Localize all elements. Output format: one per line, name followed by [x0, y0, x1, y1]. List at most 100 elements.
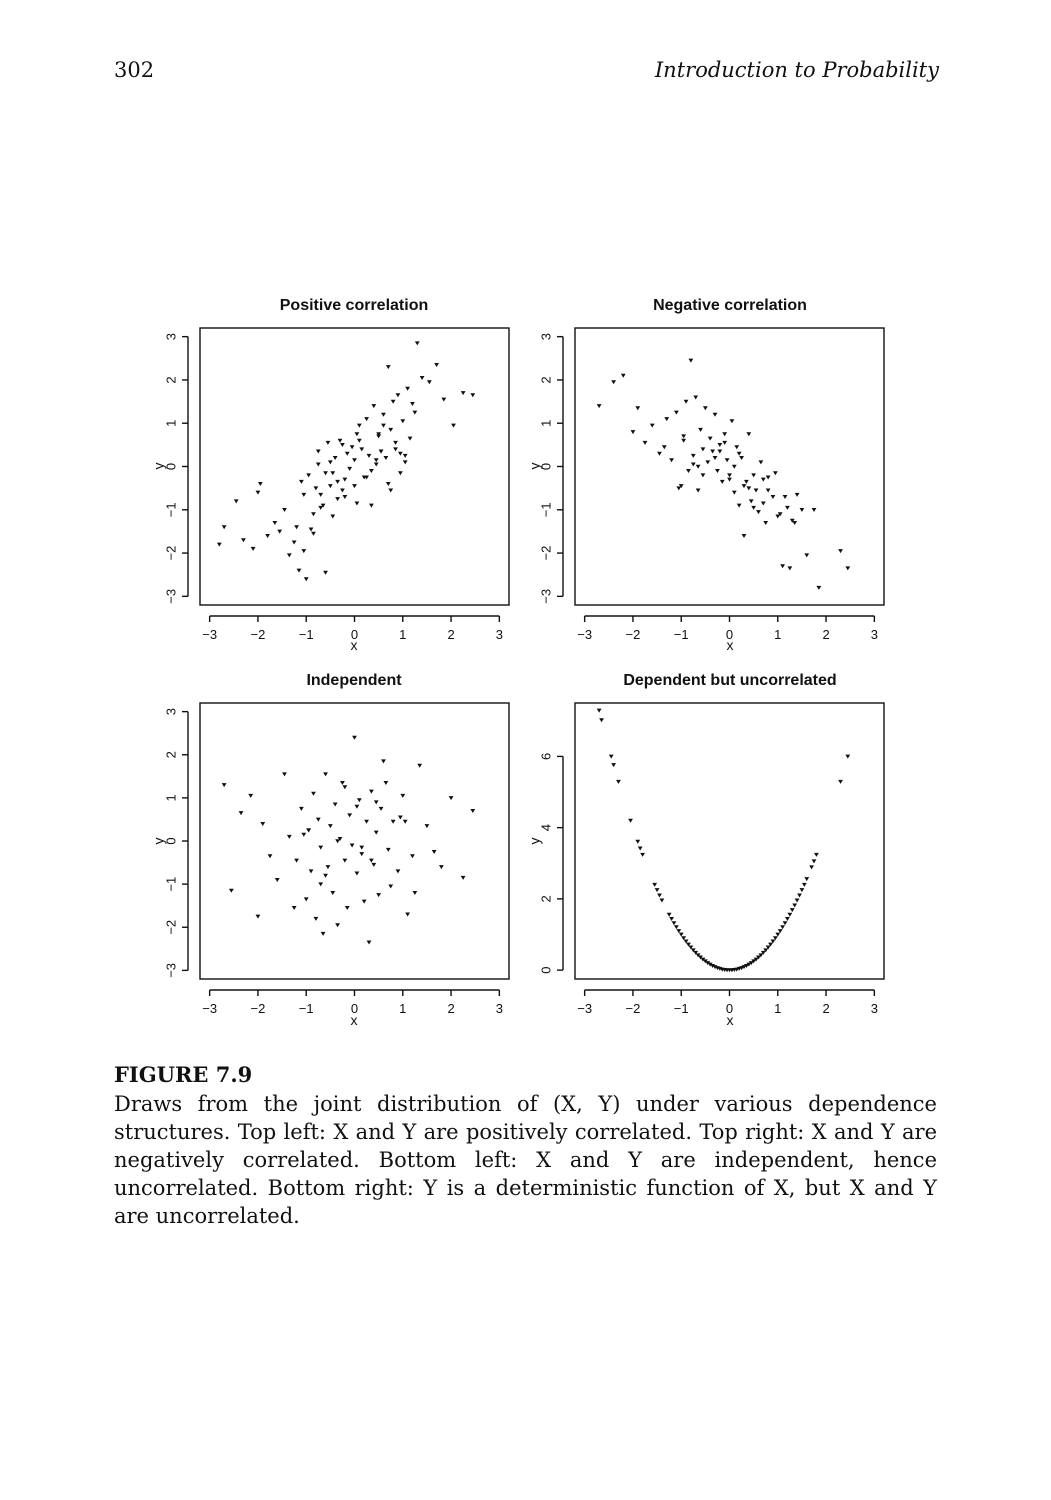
- plot-frame: [199, 702, 510, 980]
- x-axis-label: x: [351, 637, 358, 653]
- scatter-point: [785, 505, 790, 510]
- scatter-point: [811, 507, 817, 512]
- scatter-point: [748, 961, 754, 966]
- scatter-point: [352, 458, 357, 463]
- scatter-point: [361, 899, 367, 904]
- scatter-point: [630, 430, 636, 435]
- scatter-point: [765, 475, 771, 480]
- scatter-point: [354, 432, 360, 437]
- scatter-point: [770, 494, 776, 499]
- scatter-point: [221, 525, 227, 530]
- scatter-point: [308, 527, 314, 532]
- scatter-point: [397, 451, 403, 456]
- y-tick-label: 1: [163, 794, 178, 801]
- scatter-point: [385, 847, 391, 852]
- scatter-point: [845, 566, 851, 571]
- scatter-point: [323, 772, 328, 777]
- scatter-point: [712, 456, 718, 461]
- y-tick-label: 2: [538, 376, 553, 383]
- scatter-point: [238, 811, 244, 816]
- scatter-point: [228, 888, 234, 893]
- scatter-point: [690, 462, 696, 467]
- scatter-point: [753, 488, 759, 493]
- scatter-point: [250, 546, 256, 551]
- scatter-point: [332, 802, 338, 807]
- scatter-point: [746, 486, 752, 491]
- scatter-point: [373, 800, 379, 805]
- scatter-point: [635, 839, 641, 844]
- scatter-panel-2: Negative correlation −3 −2 −1 0 1 2 3 −3 −2 −1 0 1 2 3…: [527, 297, 885, 653]
- scatter-point: [376, 893, 382, 898]
- scatter-point: [777, 512, 783, 517]
- scatter-point: [364, 475, 369, 480]
- x-tick-label: 2: [447, 1001, 454, 1016]
- scatter-point: [395, 869, 401, 874]
- scatter-point: [770, 939, 776, 944]
- scatter-point: [780, 925, 786, 930]
- scatter-point: [393, 447, 398, 452]
- scatter-point: [727, 473, 732, 478]
- scatter-point: [298, 806, 304, 811]
- scatter-point: [664, 417, 670, 422]
- x-tick-label: −1: [299, 1001, 314, 1016]
- scatter-point: [753, 957, 759, 962]
- scatter-point: [313, 916, 319, 921]
- scatter-point: [736, 451, 742, 456]
- scatter-point: [349, 843, 355, 848]
- figure-label: FIGURE 7.9: [114, 1062, 253, 1087]
- scatter-point: [373, 830, 379, 835]
- scatter-point: [845, 754, 851, 759]
- scatter-point: [772, 936, 778, 941]
- scatter-point: [368, 469, 374, 474]
- scatter-point: [693, 395, 699, 400]
- scatter-point: [311, 512, 316, 517]
- y-tick-label: 2: [163, 751, 178, 758]
- scatter-point: [785, 917, 790, 922]
- scatter-point: [758, 953, 764, 958]
- scatter-point: [681, 936, 687, 941]
- scatter-point: [611, 380, 617, 385]
- scatter-point: [347, 813, 353, 818]
- scatter-point: [349, 445, 355, 450]
- scatter-point: [748, 499, 754, 504]
- scatter-point: [688, 945, 694, 950]
- scatter-point: [397, 815, 403, 820]
- scatter-point: [308, 869, 314, 874]
- scatter-point: [700, 447, 706, 452]
- scatter-point: [599, 718, 604, 723]
- scatter-point: [707, 962, 713, 967]
- x-tick-label: 3: [496, 1001, 503, 1016]
- plot-frame: [574, 327, 885, 606]
- x-tick-label: −3: [202, 1001, 217, 1016]
- y-tick-label: 3: [163, 708, 178, 715]
- scatter-point: [327, 824, 333, 829]
- scatter-point: [412, 890, 418, 895]
- scatter-point: [340, 443, 345, 448]
- scatter-point: [318, 505, 324, 510]
- scatter-point: [327, 484, 333, 489]
- y-tick-label: 0: [163, 837, 178, 844]
- scatter-point: [342, 785, 348, 790]
- scatter-point: [722, 440, 728, 445]
- scatter-point: [354, 871, 360, 876]
- scatter-point: [736, 503, 742, 508]
- panel-title: Dependent but uncorrelated: [623, 672, 836, 689]
- scatter-point: [402, 819, 408, 824]
- scatter-point: [673, 410, 679, 415]
- scatter-point: [364, 819, 369, 824]
- scatter-point: [775, 514, 781, 519]
- scatter-point: [620, 373, 626, 378]
- y-tick-label: 0: [538, 966, 553, 973]
- scatter-point: [681, 438, 687, 443]
- scatter-point: [741, 484, 747, 489]
- scatter-point: [777, 929, 783, 934]
- scatter-point: [255, 914, 261, 919]
- scatter-point: [789, 908, 795, 913]
- scatter-point: [642, 440, 648, 445]
- scatter-point: [794, 492, 800, 497]
- scatter-point: [381, 412, 386, 417]
- scatter-point: [451, 423, 456, 428]
- scatter-point: [787, 912, 793, 917]
- scatter-point: [760, 501, 766, 506]
